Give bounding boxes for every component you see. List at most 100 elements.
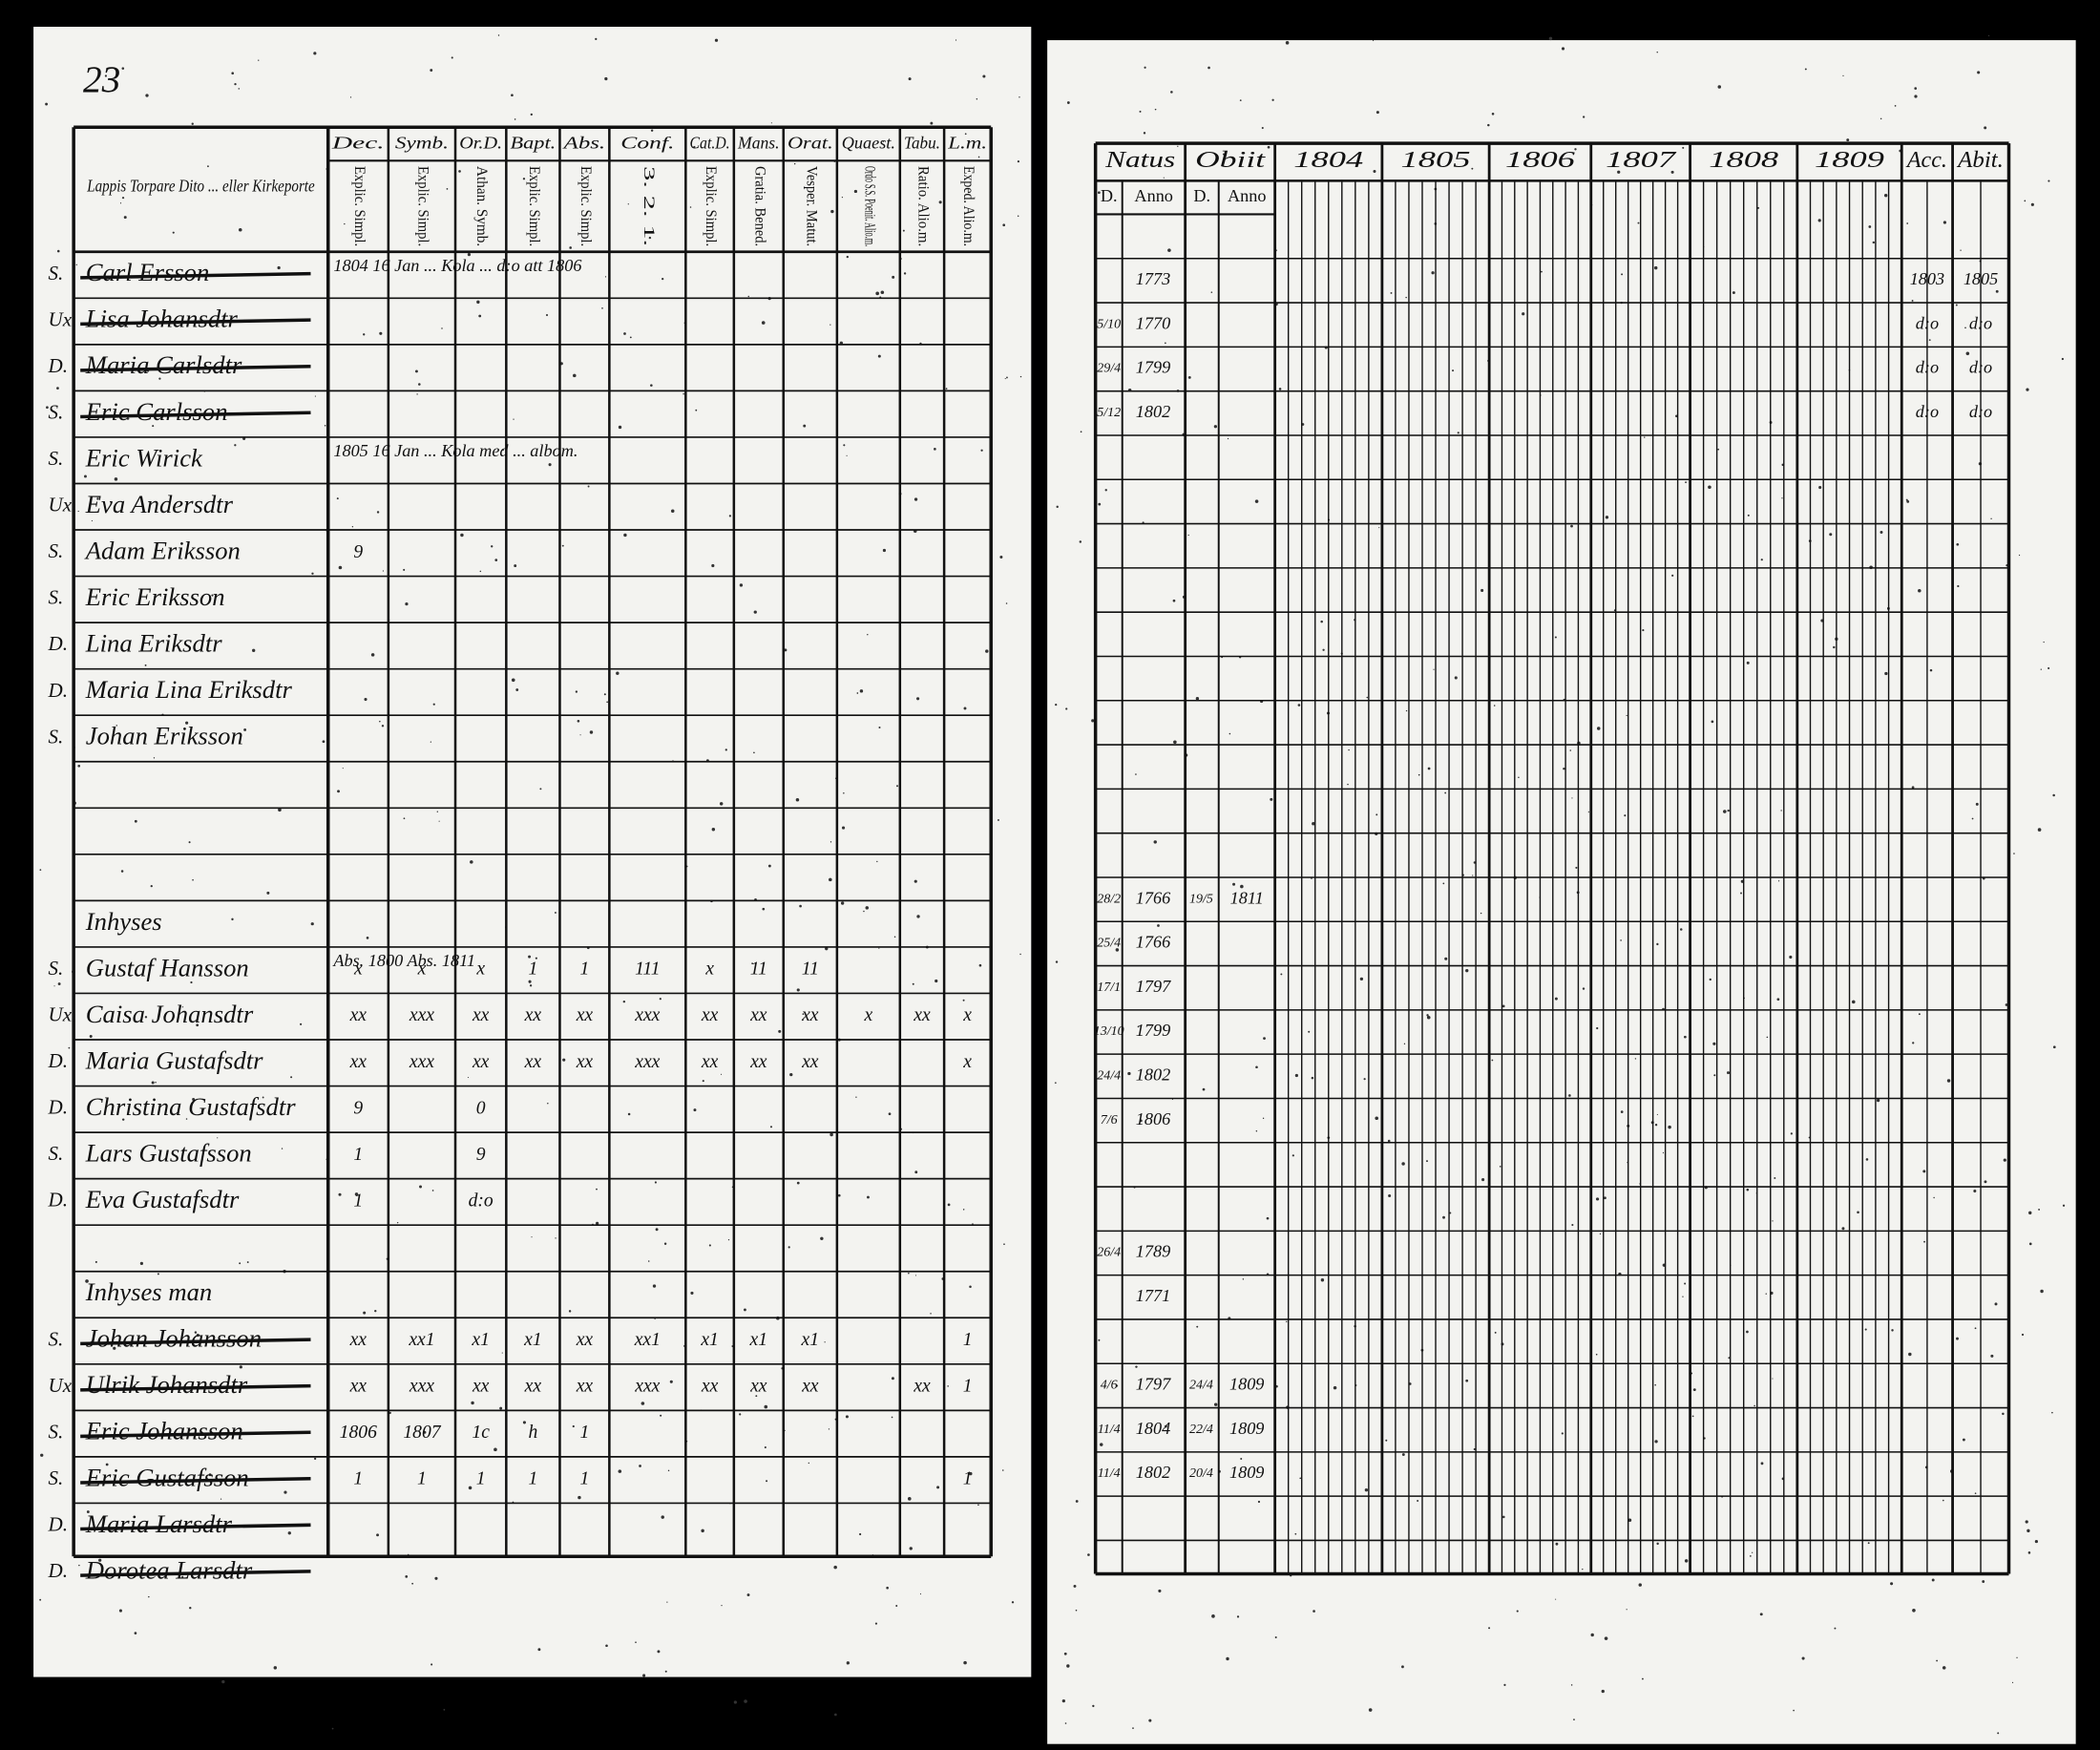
speck	[467, 1076, 470, 1079]
speck	[647, 1260, 650, 1262]
speck	[1240, 884, 1244, 889]
row-note: 1805 16 Jan ... Kola med ... albom.	[333, 441, 578, 460]
speck	[342, 768, 344, 770]
speck	[1977, 71, 1981, 74]
cell-mark: 1	[528, 1468, 537, 1489]
speck	[561, 544, 564, 547]
speck	[578, 1495, 581, 1500]
speck	[1942, 1666, 1946, 1670]
speck	[1364, 1487, 1369, 1492]
row-marker: S.	[49, 262, 64, 285]
speck	[1255, 1065, 1258, 1069]
speck	[120, 870, 124, 873]
cell-mark: xx	[801, 1004, 819, 1025]
speck	[196, 1333, 200, 1338]
speck	[1790, 1132, 1793, 1135]
speck	[1167, 248, 1171, 252]
speck	[430, 741, 431, 743]
speck	[859, 1532, 862, 1536]
cell-mark: xx	[472, 1051, 490, 1072]
column-title: Mans.	[737, 134, 779, 153]
speck	[273, 1666, 278, 1670]
speck	[840, 901, 845, 905]
speck	[1363, 1078, 1366, 1081]
speck	[405, 1574, 409, 1578]
speck	[793, 162, 796, 165]
speck	[1271, 98, 1274, 101]
speck	[693, 1108, 697, 1112]
speck	[1359, 977, 1364, 981]
speck	[1582, 1568, 1584, 1571]
speck	[50, 454, 52, 457]
speck	[45, 102, 49, 106]
speck	[1011, 1601, 1015, 1604]
speck	[601, 306, 603, 309]
speck	[1971, 817, 1974, 820]
rule	[80, 1383, 311, 1392]
speck	[1488, 1627, 1491, 1630]
cell-mark: xx	[576, 1051, 594, 1072]
speck	[982, 74, 986, 78]
speck	[1444, 791, 1447, 794]
speck	[181, 1575, 184, 1578]
speck	[1006, 376, 1008, 379]
sub-column-title: Anno	[1228, 186, 1267, 205]
speck	[623, 332, 626, 335]
cell-mark: 1	[580, 1468, 590, 1489]
speck	[1348, 748, 1350, 751]
speck	[721, 1073, 723, 1075]
speck	[1760, 559, 1763, 561]
speck	[118, 1609, 122, 1613]
speck	[89, 1035, 93, 1039]
speck	[1433, 668, 1435, 670]
cell-mark: 1807	[403, 1422, 441, 1443]
speck	[640, 1402, 645, 1405]
speck	[1604, 1196, 1606, 1200]
speck	[1261, 126, 1264, 130]
speck	[874, 1622, 878, 1625]
speck	[1634, 1058, 1637, 1060]
speck	[405, 602, 409, 606]
speck	[1164, 342, 1166, 345]
column-title: Quaest.	[842, 134, 895, 153]
speck	[1417, 1500, 1419, 1503]
speck	[622, 1000, 626, 1003]
cell-mark: xx	[749, 1051, 767, 1072]
cell-abit: d:o	[1969, 358, 1992, 377]
cell-anno: 1802	[1136, 402, 1170, 421]
speck	[618, 1469, 622, 1473]
speck	[1712, 1042, 1716, 1045]
speck	[1442, 1215, 1445, 1219]
cell-mark: 9	[476, 1144, 486, 1165]
speck	[1912, 1608, 1916, 1613]
speck	[1656, 942, 1659, 946]
speck	[376, 511, 380, 514]
speck	[1480, 912, 1482, 915]
speck	[846, 255, 849, 259]
speck	[2061, 357, 2065, 361]
speck	[1239, 99, 1242, 101]
rule	[80, 1338, 311, 1346]
speck	[476, 300, 480, 305]
speck	[964, 133, 967, 136]
speck	[1426, 1014, 1429, 1017]
speck	[1595, 1353, 1598, 1356]
speck	[1091, 719, 1095, 723]
speck	[876, 860, 878, 863]
speck	[376, 1533, 380, 1537]
speck	[934, 979, 938, 983]
speck	[46, 406, 49, 410]
speck	[1955, 304, 1958, 306]
column-title: Conf.	[620, 134, 674, 153]
speck	[1670, 170, 1674, 174]
row-marker: S.	[49, 1142, 64, 1165]
speck	[762, 907, 766, 911]
speck	[1918, 1013, 1921, 1016]
speck	[833, 1565, 837, 1570]
column-title: Cat.D.	[690, 134, 730, 153]
speck	[157, 1273, 159, 1276]
speck	[657, 1650, 661, 1654]
speck	[1098, 502, 1102, 506]
cell-acc: d:o	[1916, 313, 1939, 332]
speck	[1752, 1551, 1754, 1553]
